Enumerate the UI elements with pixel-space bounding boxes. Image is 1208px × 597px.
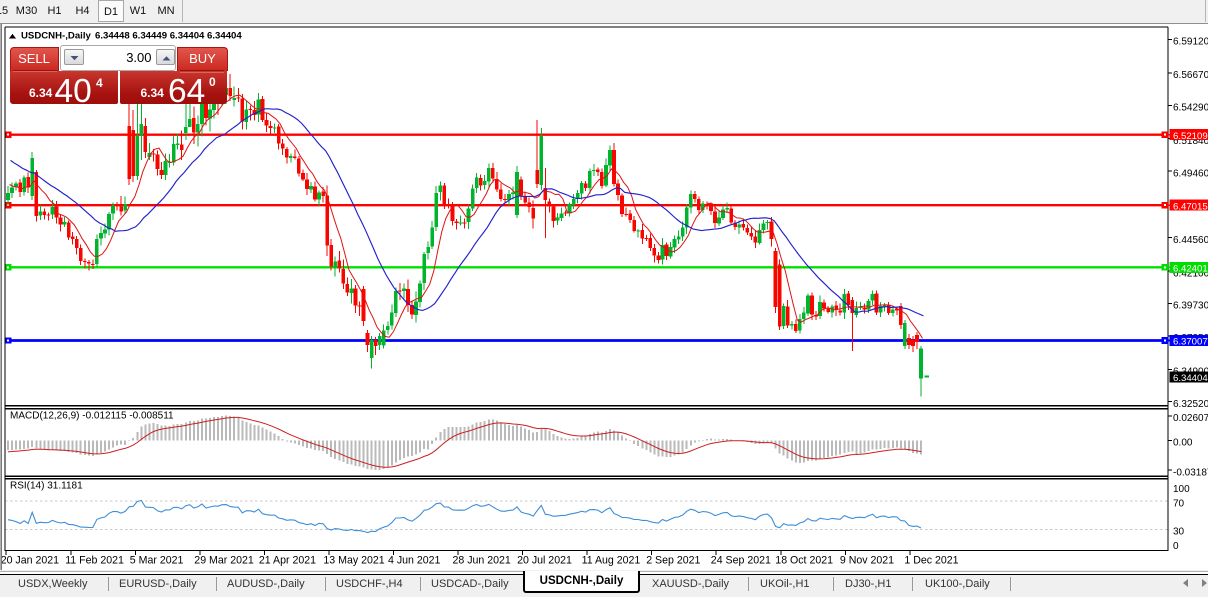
svg-text:11 Aug 2021: 11 Aug 2021 [582,555,641,567]
svg-text:9 Nov 2021: 9 Nov 2021 [840,555,894,567]
svg-text:MACD(12,26,9) -0.012115 -0.008: MACD(12,26,9) -0.012115 -0.008511 [10,411,174,422]
svg-text:4 Jun 2021: 4 Jun 2021 [388,555,441,567]
svg-text:6.39730: 6.39730 [1173,301,1208,312]
svg-text:5 Mar 2021: 5 Mar 2021 [130,555,184,567]
svg-text:6.34404: 6.34404 [1173,373,1208,384]
svg-text:0.00: 0.00 [1173,438,1193,449]
svg-text:RSI(14) 31.1181: RSI(14) 31.1181 [10,481,83,492]
svg-text:29 Mar 2021: 29 Mar 2021 [194,555,254,567]
svg-text:0.02607: 0.02607 [1173,413,1208,424]
svg-text:11 Feb 2021: 11 Feb 2021 [65,555,124,567]
svg-text:6.44560: 6.44560 [1173,235,1208,246]
svg-text:1 Dec 2021: 1 Dec 2021 [904,555,958,567]
svg-text:6.49460: 6.49460 [1173,168,1208,179]
svg-text:2 Sep 2021: 2 Sep 2021 [646,555,700,567]
svg-text:6.42100: 6.42100 [1173,268,1208,279]
svg-text:-0.03187: -0.03187 [1173,467,1208,478]
svg-text:13 May 2021: 13 May 2021 [323,555,384,567]
svg-text:18 Oct 2021: 18 Oct 2021 [775,555,833,567]
svg-text:6.52109: 6.52109 [1173,131,1208,142]
svg-text:USDCNH-,Daily: USDCNH-,Daily [21,31,91,42]
svg-text:24 Sep 2021: 24 Sep 2021 [711,555,771,567]
svg-text:6.32520: 6.32520 [1173,399,1208,410]
svg-text:6.34448 6.34449 6.34404 6.3440: 6.34448 6.34449 6.34404 6.34404 [95,31,242,42]
svg-text:100: 100 [1173,484,1190,495]
svg-text:20 Jan 2021: 20 Jan 2021 [1,555,59,567]
svg-text:30: 30 [1173,527,1185,538]
svg-text:70: 70 [1173,498,1185,509]
svg-text:21 Apr 2021: 21 Apr 2021 [259,555,316,567]
svg-text:6.37007: 6.37007 [1173,337,1208,348]
svg-text:6.51840: 6.51840 [1173,136,1208,147]
svg-text:6.47015: 6.47015 [1173,201,1208,212]
svg-text:28 Jun 2021: 28 Jun 2021 [453,555,511,567]
svg-text:6.56670: 6.56670 [1173,70,1208,81]
svg-text:6.59120: 6.59120 [1173,37,1208,48]
svg-text:0: 0 [1173,541,1179,552]
svg-text:20 Jul 2021: 20 Jul 2021 [517,555,572,567]
svg-text:6.42401: 6.42401 [1173,263,1208,274]
svg-text:6.54290: 6.54290 [1173,103,1208,114]
